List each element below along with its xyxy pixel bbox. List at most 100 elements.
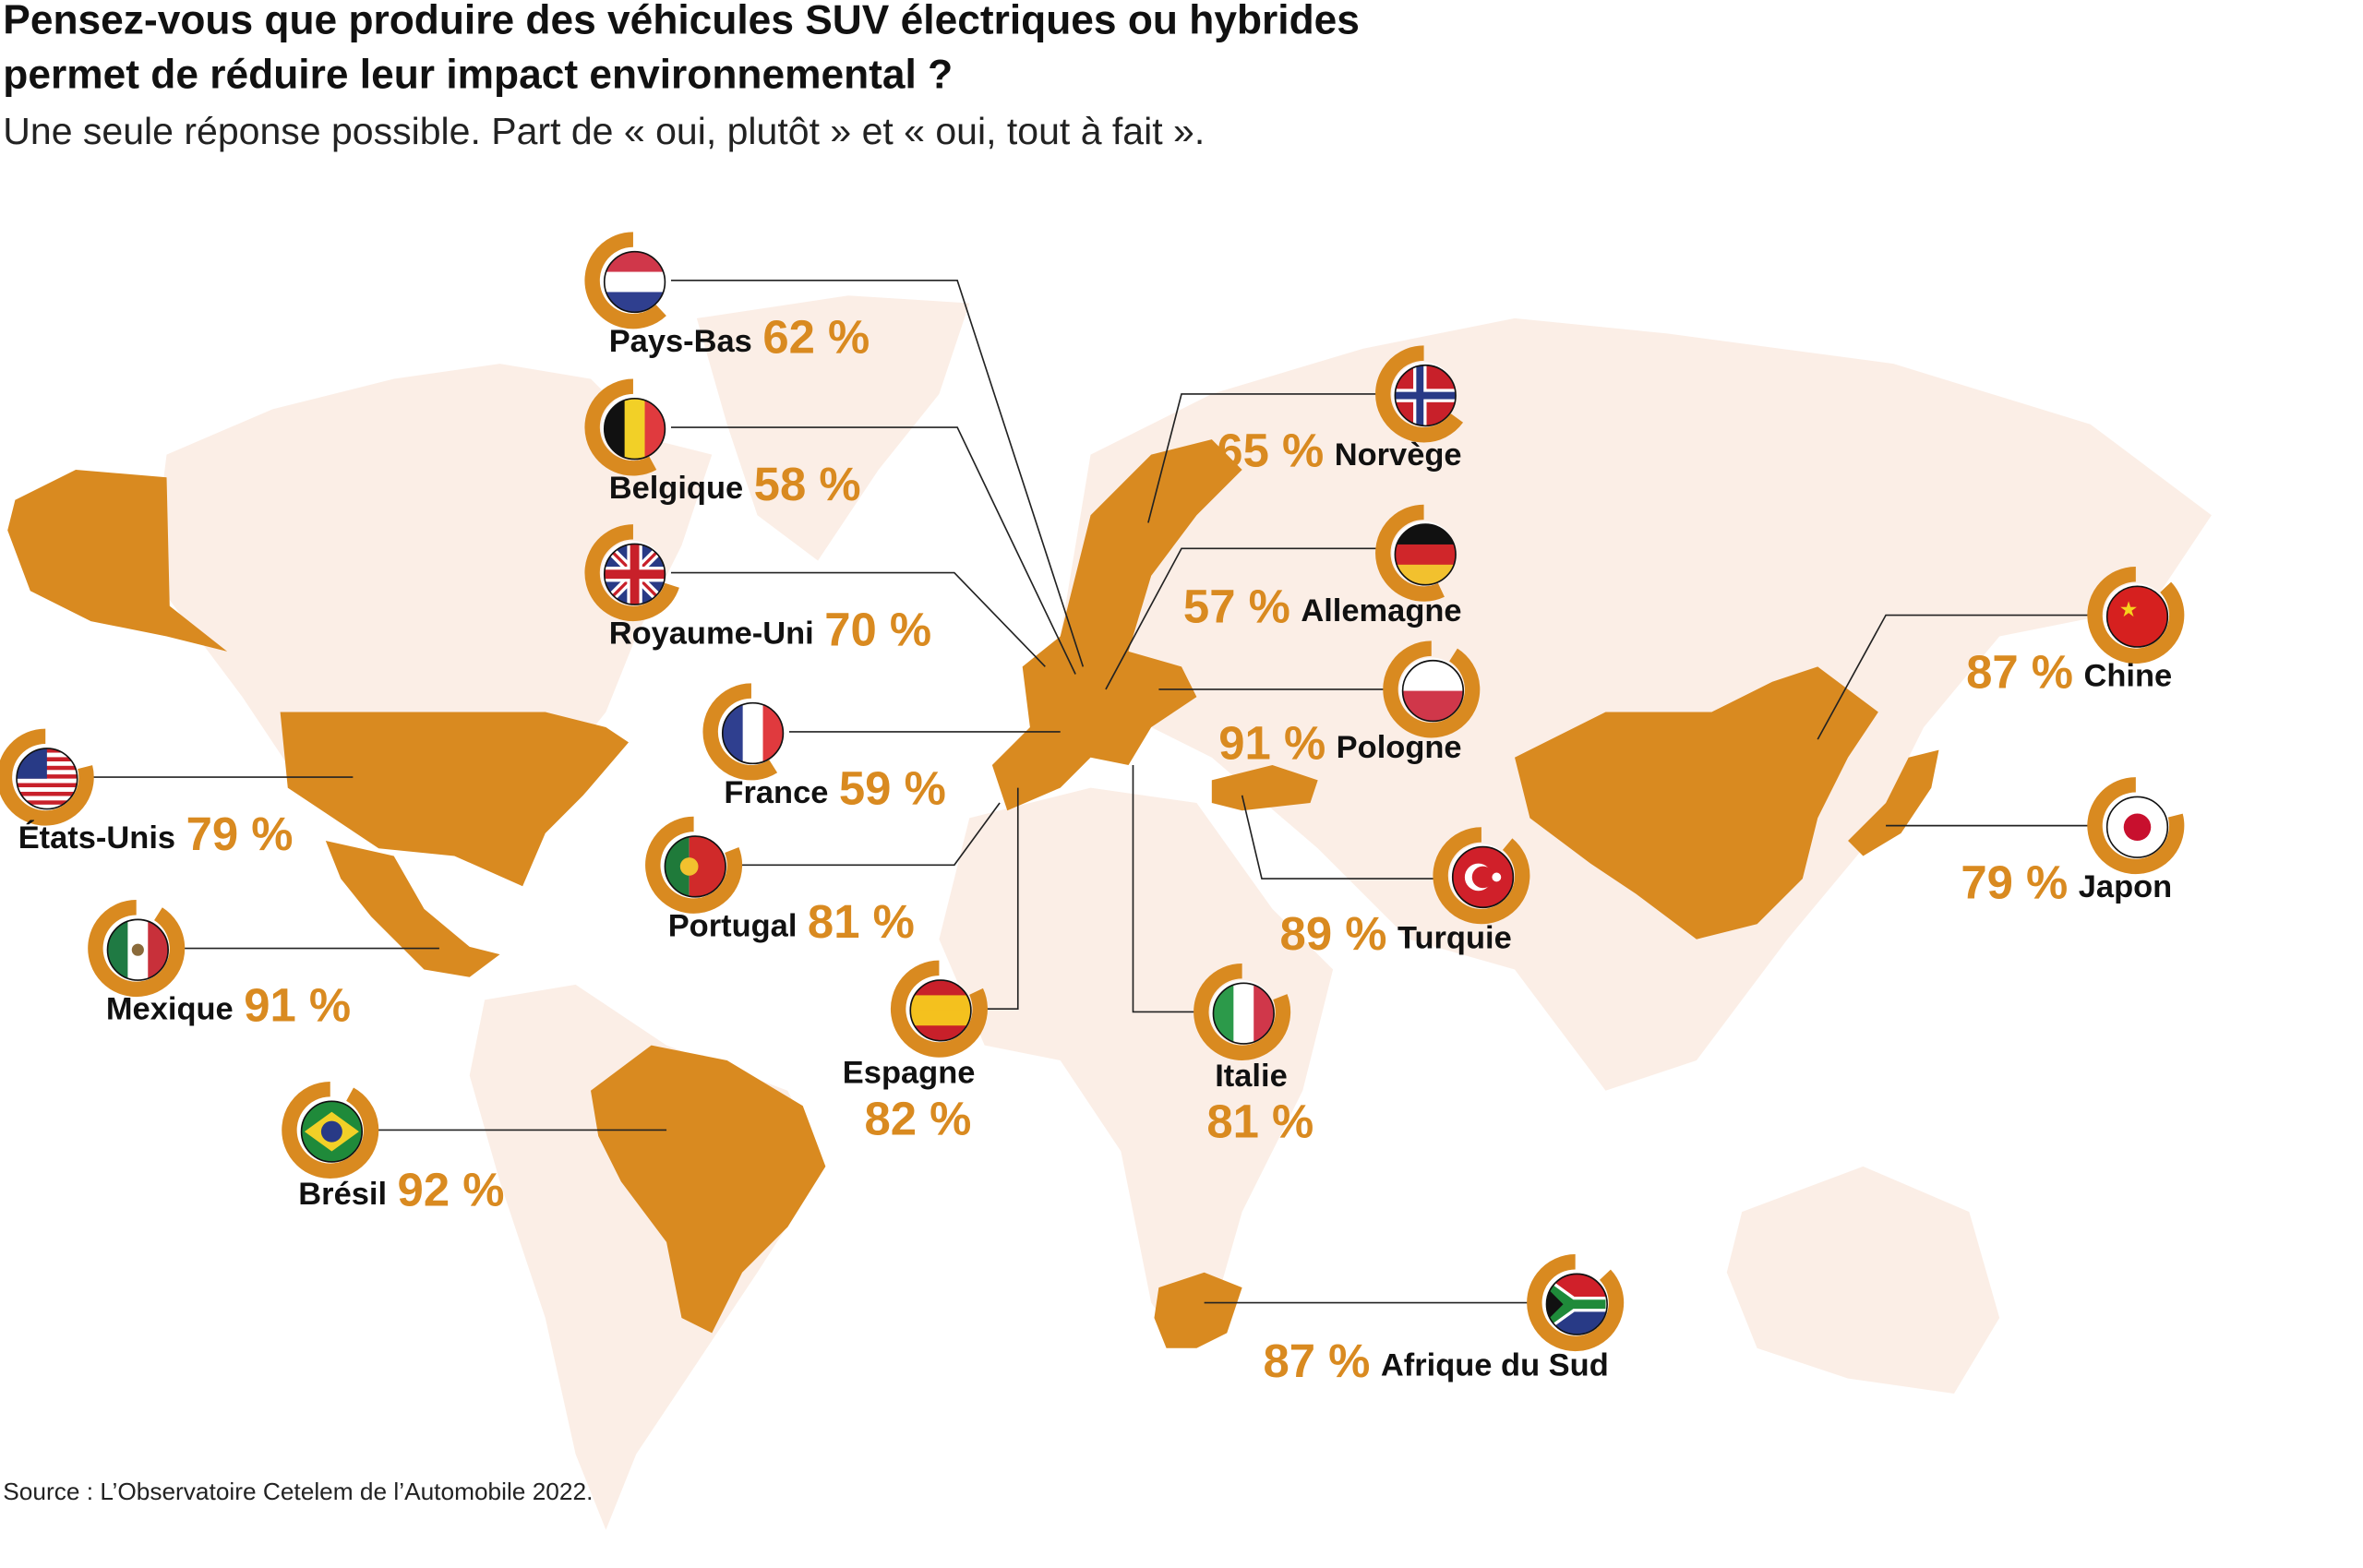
de-flag-icon	[1395, 524, 1457, 585]
country-united-states	[280, 712, 630, 887]
land-africa	[939, 787, 1334, 1348]
percent-ring-tr	[1433, 827, 1530, 925]
country-percent: 92 %	[398, 1164, 505, 1216]
percent-ring-no	[1375, 345, 1464, 443]
percent-ring-us	[0, 728, 94, 826]
uk-flag-icon	[604, 544, 666, 605]
country-name: Brésil	[298, 1177, 387, 1212]
percent-ring-fr	[702, 683, 778, 781]
country-western-europe	[991, 439, 1242, 811]
percent-ring-pl	[1383, 640, 1481, 738]
leader-line-nl	[670, 280, 1085, 667]
country-alaska	[7, 469, 228, 652]
country-south-africa	[1154, 1272, 1242, 1348]
country-percent: 62 %	[762, 311, 870, 364]
country-percent: 89 %	[1280, 907, 1387, 960]
cn-flag-icon: ★	[2106, 586, 2168, 647]
percent-ring-br	[282, 1081, 379, 1179]
chart-subtitle: Une seule réponse possible. Part de « ou…	[3, 110, 1205, 152]
percent-ring-cn	[2087, 567, 2185, 664]
chart-title-line-1: Pensez-vous que produire des véhicules S…	[3, 0, 1360, 42]
country-name: Afrique du Sud	[1381, 1347, 1609, 1382]
country-marker-pl: Pologne 91 %	[1218, 640, 1481, 769]
jp-flag-icon	[2106, 796, 2168, 858]
leader-line-es	[977, 787, 1019, 1011]
country-marker-no: Norvège 65 %	[1217, 345, 1464, 477]
country-percent: 87 %	[1263, 1335, 1370, 1387]
leader-line-de	[1105, 547, 1386, 690]
country-name: Espagne	[843, 1056, 976, 1091]
country-marker-fr: France 59 %	[702, 683, 946, 815]
country-turkey	[1211, 764, 1318, 811]
country-name: Royaume-Uni	[609, 616, 814, 652]
country-name: France	[724, 775, 828, 810]
land-eurasia	[1060, 317, 2212, 1091]
country-japan	[1848, 749, 1939, 856]
country-percent: 57 %	[1183, 581, 1290, 633]
leader-line-be	[670, 426, 1076, 675]
country-marker-br: Brésil 92 %	[282, 1081, 505, 1216]
nl-flag-icon	[604, 251, 666, 313]
country-name: États-Unis	[18, 819, 175, 856]
country-percent: 79 %	[186, 808, 294, 860]
tr-flag-icon	[1452, 846, 1514, 908]
country-marker-tr: Turquie 89 %	[1280, 827, 1530, 960]
country-percent: 81 %	[1206, 1095, 1313, 1148]
percent-ring-uk	[584, 524, 679, 622]
country-mexico	[325, 841, 500, 977]
us-flag-icon	[17, 748, 78, 809]
country-name: Mexique	[106, 992, 234, 1027]
country-marker-nl: Pays-Bas 62 %	[584, 232, 870, 364]
percent-ring-pt	[645, 816, 743, 914]
country-brazil	[591, 1045, 826, 1334]
fr-flag-icon	[722, 702, 784, 764]
country-percent: 87 %	[1966, 645, 2073, 698]
country-name: Japon	[2079, 869, 2172, 904]
leader-line-tr	[1241, 795, 1444, 880]
country-marker-jp: Japon 79 %	[1961, 777, 2185, 908]
country-name: Chine	[2084, 659, 2173, 694]
country-percent: 70 %	[824, 603, 931, 655]
no-flag-icon	[1395, 365, 1457, 426]
country-percent: 91 %	[244, 978, 351, 1031]
country-name: Turquie	[1397, 921, 1512, 956]
svg-text:★: ★	[2119, 598, 2139, 622]
country-marker-cn: ★ Chine 87 %	[1966, 567, 2185, 698]
country-name: Italie	[1215, 1059, 1288, 1094]
country-percent: 65 %	[1217, 425, 1324, 477]
country-marker-be: Belgique 58 %	[584, 378, 861, 510]
source-note: Source : L’Observatoire Cetelem de l’Aut…	[3, 1478, 593, 1505]
percent-ring-de	[1375, 504, 1445, 602]
country-name: Pays-Bas	[609, 324, 752, 359]
land-australia	[1726, 1166, 2000, 1394]
percent-ring-it	[1193, 963, 1291, 1060]
map-background	[7, 295, 2212, 1530]
country-marker-za: Afrique du Sud 87 %	[1263, 1254, 1625, 1387]
country-percent: 79 %	[1961, 856, 2068, 908]
leader-line-uk	[670, 571, 1046, 667]
chart-title-line-2: permet de réduire leur impact environnem…	[3, 52, 953, 97]
country-percent: 81 %	[808, 895, 915, 948]
br-flag-icon	[301, 1101, 363, 1162]
country-marker-mx: Mexique 91 %	[88, 900, 351, 1031]
pl-flag-icon	[1402, 660, 1464, 722]
country-marker-us: États-Unis 79 %	[0, 728, 294, 860]
country-marker-uk: Royaume-Uni 70 %	[584, 524, 931, 655]
country-marker-de: Allemagne 57 %	[1183, 504, 1462, 633]
percent-ring-mx	[88, 900, 186, 998]
country-name: Belgique	[609, 471, 743, 506]
country-markers: Pays-Bas 62 % Belgique 58 % Royaume-Uni 70 % F…	[0, 232, 2185, 1387]
percent-ring-be	[584, 378, 657, 476]
percent-ring-jp	[2087, 777, 2185, 875]
be-flag-icon	[604, 398, 666, 460]
percent-ring-nl	[584, 232, 666, 329]
title-block: Pensez-vous que produire des véhicules S…	[3, 0, 1360, 152]
country-name: Portugal	[668, 908, 798, 943]
country-name: Pologne	[1337, 730, 1462, 765]
leader-line-pt	[731, 802, 1001, 867]
percent-ring-es	[890, 960, 988, 1058]
leader-line-it	[1132, 764, 1205, 1013]
